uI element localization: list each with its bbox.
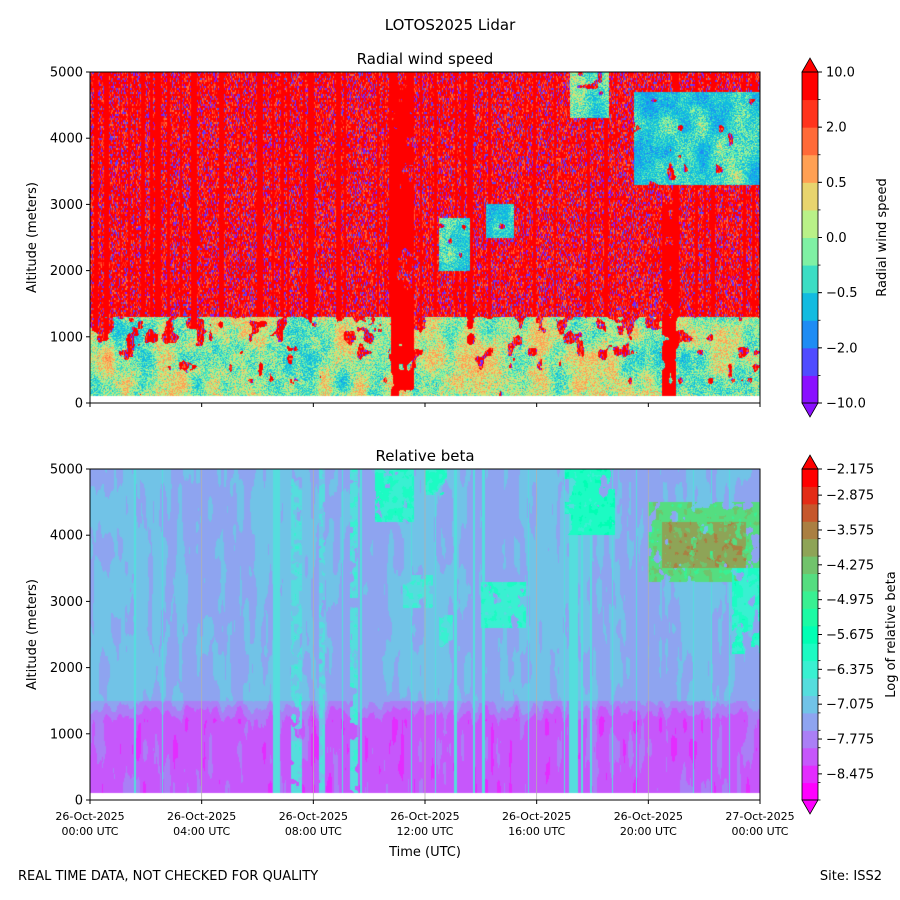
colorbar-tick-label: −5.675 (826, 628, 874, 643)
colorbar-cell (802, 643, 818, 662)
colorbar-cell (802, 265, 818, 294)
x-axis-label: Time (UTC) (388, 845, 461, 860)
y-axis-label: Altitude (meters) (25, 182, 40, 293)
panel-title: Relative beta (375, 447, 474, 465)
xtick-label-date: 27-Oct-2025 (725, 810, 794, 823)
ytick-label: 5000 (50, 463, 83, 478)
ytick-label: 4000 (50, 132, 83, 147)
xtick-label-time: 12:00 UTC (396, 825, 453, 838)
colorbar-tick-label: −7.775 (826, 733, 874, 748)
colorbar-tick-label: −6.375 (826, 663, 874, 678)
colorbar-cell (802, 72, 818, 101)
colorbar-tick-label: −4.275 (826, 558, 874, 573)
colorbar-label: Radial wind speed (875, 178, 890, 296)
colorbar-cell (802, 469, 818, 487)
ytick-label: 0 (75, 794, 83, 809)
colorbar-tick-label: 10.0 (826, 66, 855, 81)
colorbar-cell (802, 237, 818, 266)
colorbar-cell (802, 320, 818, 349)
ytick-label: 2000 (50, 661, 83, 676)
colorbar-cell (802, 538, 818, 557)
colorbar-tick-label: −2.0 (826, 341, 858, 356)
colorbar-cell (802, 678, 818, 696)
xtick-label-date: 26-Oct-2025 (55, 810, 124, 823)
quality-disclaimer: REAL TIME DATA, NOT CHECKED FOR QUALITY (18, 869, 319, 884)
colorbar-tick-label: −0.5 (826, 286, 858, 301)
colorbar-cell (802, 486, 818, 505)
xtick-label-date: 26-Oct-2025 (167, 810, 236, 823)
colorbar-tick-label: −4.975 (826, 593, 874, 608)
colorbar-cell (802, 154, 818, 183)
colorbar-cell (802, 695, 818, 714)
colorbar-tick-label: −2.875 (826, 489, 874, 504)
colorbar-cell (802, 209, 818, 238)
colorbar-extend-min (801, 799, 819, 815)
colorbar-tick-label: −7.075 (826, 698, 874, 713)
colorbar-cell (802, 712, 818, 731)
xtick-label-time: 00:00 UTC (61, 825, 118, 838)
colorbar-tick-label: 2.0 (826, 121, 847, 136)
ytick-label: 1000 (50, 727, 83, 742)
site-label: Site: ISS2 (819, 869, 882, 884)
colorbar-cell (802, 521, 818, 540)
colorbar-tick-label: 0.0 (826, 231, 847, 246)
colorbar-cell (802, 503, 818, 522)
xtick-label-time: 20:00 UTC (620, 825, 677, 838)
colorbar-extend-min (801, 402, 819, 418)
ytick-label: 3000 (50, 198, 83, 213)
colorbar-extend-max (801, 454, 819, 470)
xtick-label-time: 04:00 UTC (173, 825, 230, 838)
colorbar-tick-label: −2.175 (826, 463, 874, 478)
colorbar-tick-label: −3.575 (826, 523, 874, 538)
field-image-wind (90, 72, 760, 403)
colorbar-cell (802, 730, 818, 749)
colorbar-tick-label: 0.5 (826, 176, 847, 191)
colorbar-cell (802, 608, 818, 627)
colorbar-cell (802, 765, 818, 784)
colorbar-cell (802, 347, 818, 376)
colorbar-cell (802, 660, 818, 679)
colorbar-label: Log of relative beta (884, 571, 899, 698)
xtick-label-date: 26-Oct-2025 (390, 810, 459, 823)
colorbar-cell (802, 747, 818, 766)
panel-1-axes: Radial wind speed 0 1000 2000 3000 4000 5000 Al… (25, 50, 761, 412)
colorbar-cell (802, 556, 818, 575)
colorbar-extend-max (801, 57, 819, 73)
figure-title: LOTOS2025 Lidar (385, 16, 516, 34)
xtick-label-date: 26-Oct-2025 (279, 810, 348, 823)
panel-title: Radial wind speed (357, 50, 494, 68)
colorbar-cell (802, 375, 818, 404)
colorbar-cell (802, 127, 818, 156)
colorbar-tick-label: −10.0 (826, 397, 866, 412)
colorbar-tick-label: −8.475 (826, 767, 874, 782)
colorbar-cell (802, 625, 818, 644)
ytick-label: 2000 (50, 264, 83, 279)
xtick-label-time: 08:00 UTC (285, 825, 342, 838)
ytick-label: 3000 (50, 595, 83, 610)
xtick-label-time: 16:00 UTC (508, 825, 565, 838)
xtick-label-date: 26-Oct-2025 (614, 810, 683, 823)
colorbar-cell (802, 573, 818, 592)
colorbar-cell (802, 590, 818, 609)
ytick-label: 5000 (50, 66, 83, 81)
colorbar-cell (802, 782, 818, 801)
ytick-label: 4000 (50, 529, 83, 544)
panel-2-axes: Relative beta 0 1000 2000 3000 4000 5000 Altitu… (25, 447, 795, 860)
colorbar-cell (802, 99, 818, 128)
ytick-label: 0 (75, 397, 83, 412)
y-axis-label: Altitude (meters) (25, 579, 40, 690)
ytick-label: 1000 (50, 330, 83, 345)
colorbar-1: −10.0 −2.0 −0.5 0.0 0.5 2.0 10.0 Radial wind sp… (801, 57, 890, 418)
xtick-label-time: 00:00 UTC (731, 825, 788, 838)
colorbar-2: −2.175 −2.875 −3.575 −4.275 −4.975 −5.675 −6.3… (801, 454, 899, 815)
colorbar-cell (802, 292, 818, 321)
xtick-label-date: 26-Oct-2025 (502, 810, 571, 823)
colorbar-cell (802, 182, 818, 211)
